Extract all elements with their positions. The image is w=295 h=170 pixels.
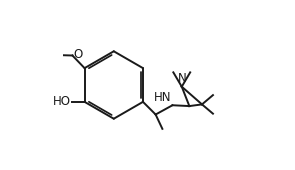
Text: HO: HO [53,95,71,108]
Text: N: N [177,72,186,85]
Text: O: O [73,48,83,62]
Text: HN: HN [154,91,172,104]
